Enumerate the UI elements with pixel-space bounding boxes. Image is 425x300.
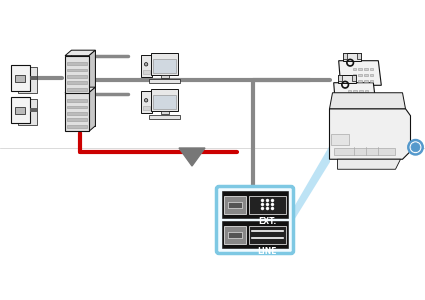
Bar (354, 101, 357, 104)
Polygon shape (67, 88, 87, 91)
Bar (353, 68, 356, 70)
Polygon shape (67, 112, 87, 115)
Circle shape (408, 140, 423, 154)
Bar (359, 101, 363, 104)
Bar (348, 101, 351, 104)
Polygon shape (334, 148, 396, 155)
Polygon shape (151, 53, 178, 75)
Polygon shape (141, 55, 152, 77)
Polygon shape (338, 75, 356, 83)
Polygon shape (67, 81, 87, 84)
Polygon shape (18, 99, 37, 125)
Polygon shape (67, 118, 87, 121)
Circle shape (271, 199, 274, 202)
Polygon shape (332, 134, 349, 145)
Bar (365, 90, 368, 92)
Polygon shape (65, 50, 95, 56)
Polygon shape (71, 87, 95, 126)
Polygon shape (161, 75, 169, 78)
Polygon shape (224, 226, 246, 244)
Bar (364, 74, 368, 76)
Polygon shape (334, 83, 376, 107)
Polygon shape (11, 65, 29, 91)
Polygon shape (224, 196, 246, 214)
Polygon shape (67, 69, 87, 71)
Bar (353, 74, 356, 76)
Circle shape (261, 203, 264, 206)
Circle shape (266, 203, 269, 206)
Bar (359, 96, 363, 98)
Polygon shape (179, 148, 205, 166)
Polygon shape (89, 87, 95, 131)
Circle shape (261, 199, 264, 202)
Polygon shape (222, 221, 288, 248)
Polygon shape (228, 202, 242, 208)
Polygon shape (329, 93, 405, 109)
Polygon shape (67, 99, 87, 102)
Text: LINE: LINE (258, 247, 277, 256)
Polygon shape (65, 56, 89, 94)
Polygon shape (89, 50, 95, 94)
Polygon shape (67, 106, 87, 108)
Polygon shape (141, 91, 152, 113)
Bar (370, 74, 373, 76)
Polygon shape (153, 59, 176, 73)
Bar (359, 74, 362, 76)
Polygon shape (357, 53, 361, 59)
Polygon shape (150, 79, 180, 83)
Polygon shape (142, 106, 150, 110)
Polygon shape (153, 95, 176, 109)
Circle shape (411, 143, 420, 152)
Polygon shape (67, 62, 87, 65)
Bar (353, 80, 356, 82)
Polygon shape (15, 75, 25, 82)
Bar (370, 80, 373, 82)
Circle shape (271, 207, 274, 210)
Polygon shape (67, 75, 87, 78)
Polygon shape (337, 159, 400, 169)
Polygon shape (11, 97, 29, 123)
Polygon shape (249, 226, 286, 244)
Polygon shape (343, 53, 347, 59)
Polygon shape (329, 109, 411, 159)
Polygon shape (161, 111, 169, 114)
Polygon shape (67, 125, 87, 128)
Bar (359, 68, 362, 70)
Text: EXT.: EXT. (258, 217, 277, 226)
Circle shape (261, 207, 264, 210)
Polygon shape (222, 191, 288, 218)
Bar (365, 101, 368, 104)
Polygon shape (150, 115, 180, 119)
Bar (359, 80, 362, 82)
Polygon shape (228, 232, 242, 238)
Circle shape (266, 207, 269, 210)
Circle shape (144, 63, 148, 66)
Polygon shape (151, 89, 178, 111)
Polygon shape (249, 196, 286, 214)
Circle shape (144, 99, 148, 102)
Polygon shape (343, 53, 361, 61)
Bar (370, 68, 373, 70)
Bar (359, 90, 363, 92)
Polygon shape (15, 107, 25, 114)
Polygon shape (338, 75, 342, 81)
Polygon shape (18, 67, 37, 93)
Polygon shape (65, 87, 95, 93)
Polygon shape (142, 70, 150, 74)
Polygon shape (351, 75, 356, 81)
Bar (364, 68, 368, 70)
Polygon shape (291, 145, 330, 225)
Circle shape (266, 199, 269, 202)
Polygon shape (339, 61, 381, 85)
FancyBboxPatch shape (216, 187, 294, 254)
Bar (364, 80, 368, 82)
Circle shape (271, 203, 274, 206)
Bar (348, 96, 351, 98)
Polygon shape (65, 93, 89, 131)
Bar (354, 90, 357, 92)
Bar (354, 96, 357, 98)
Bar (365, 96, 368, 98)
Bar (348, 90, 351, 92)
Polygon shape (71, 50, 95, 89)
